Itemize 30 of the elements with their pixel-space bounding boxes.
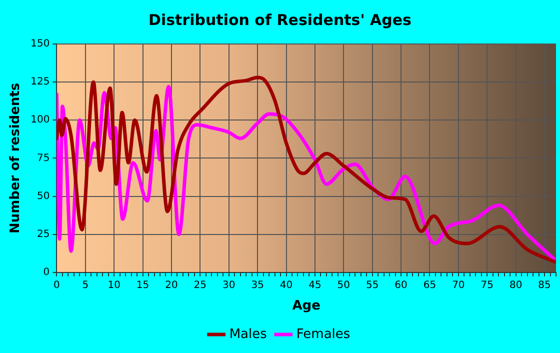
x-tick-label: 65 [423, 280, 436, 291]
x-tick-label: 0 [54, 280, 60, 291]
y-tick-label: 100 [30, 114, 50, 126]
x-tick-label: 15 [136, 280, 150, 291]
x-tick-label: 80 [509, 280, 522, 291]
y-tick-label: 125 [30, 76, 50, 88]
x-tick-label: 45 [308, 280, 322, 291]
y-tick-label: 50 [36, 190, 50, 202]
y-tick-label: 25 [36, 228, 50, 240]
chart-title: Distribution of Residents' Ages [148, 10, 412, 29]
x-tick-label: 55 [366, 280, 379, 291]
x-tick-label: 70 [452, 280, 465, 291]
x-tick-label: 5 [82, 280, 89, 291]
x-tick-label: 50 [337, 280, 350, 291]
x-tick-label: 25 [194, 280, 207, 291]
y-tick-label: 75 [36, 152, 50, 164]
x-tick-label: 60 [394, 280, 408, 291]
x-axis-title: Age [292, 298, 321, 314]
x-tick-label: 35 [251, 280, 264, 291]
legend-label: Females [296, 326, 350, 342]
x-tick-label: 40 [280, 280, 293, 291]
x-tick-label: 30 [222, 280, 236, 291]
x-tick-label: 85 [538, 280, 551, 291]
legend-label: Males [229, 326, 268, 342]
x-tick-label: 20 [165, 280, 178, 291]
x-tick-label: 10 [108, 280, 120, 291]
y-tick-label: 150 [30, 38, 50, 50]
x-tick-label: 75 [480, 280, 494, 291]
y-tick-label: 0 [43, 266, 50, 278]
y-axis-title: Number of residents [8, 82, 24, 234]
